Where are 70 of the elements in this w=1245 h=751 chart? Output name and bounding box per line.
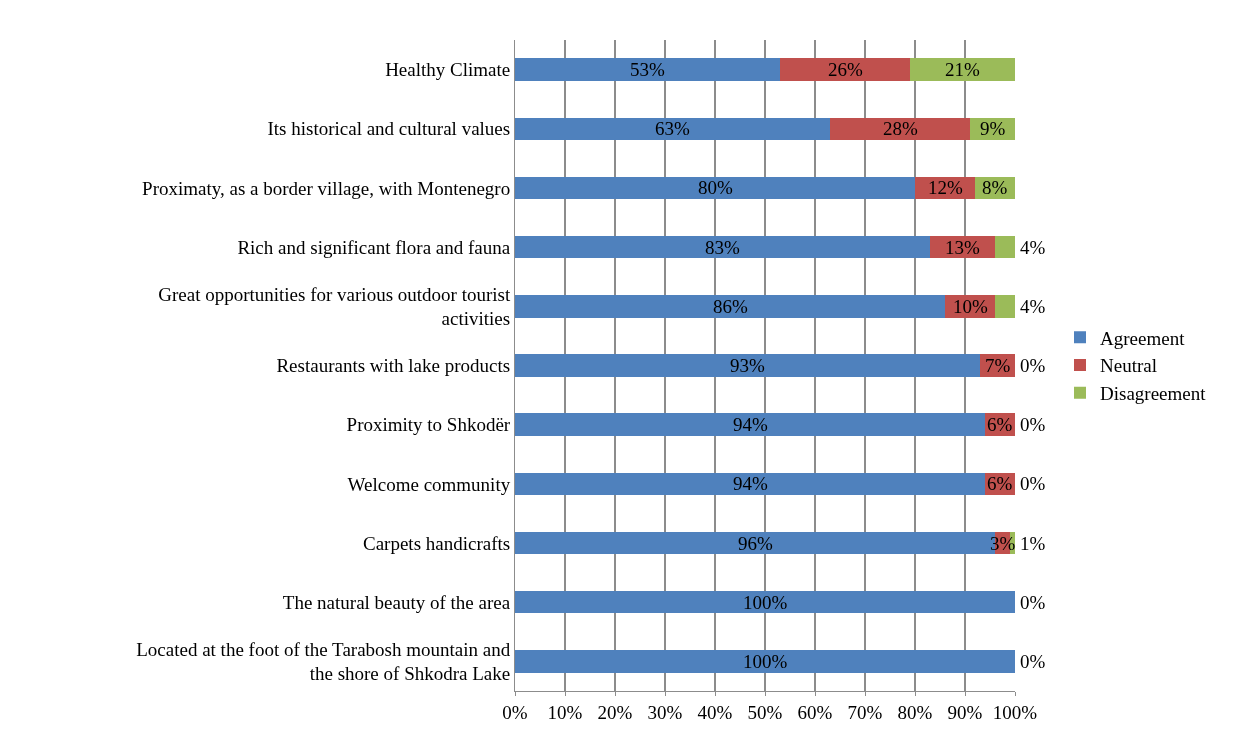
bar bbox=[515, 176, 915, 200]
data-label: 21% bbox=[945, 59, 980, 80]
bar bbox=[995, 295, 1015, 318]
y-tick-label: Its historical and cultural values bbox=[267, 118, 511, 140]
data-label: 9% bbox=[980, 118, 1006, 139]
data-label: 94% bbox=[733, 473, 768, 494]
x-tick-label: 50% bbox=[747, 701, 783, 723]
bar bbox=[515, 590, 1015, 614]
bar bbox=[515, 650, 1015, 673]
data-label: 53% bbox=[630, 59, 665, 80]
data-label: 86% bbox=[713, 296, 748, 317]
bar bbox=[830, 117, 970, 141]
bar bbox=[515, 235, 930, 259]
bar bbox=[910, 58, 1015, 81]
x-tick-label: 40% bbox=[697, 701, 733, 723]
y-tick-label: The natural beauty of the area bbox=[282, 591, 511, 613]
x-tick-label: 80% bbox=[897, 701, 933, 723]
bar bbox=[515, 354, 980, 377]
data-label: 12% bbox=[928, 177, 963, 198]
x-tick-label: 30% bbox=[647, 701, 683, 723]
x-tick-label: 90% bbox=[947, 701, 983, 723]
x-tick-label: 70% bbox=[847, 701, 883, 723]
bar bbox=[515, 58, 780, 81]
data-label: 93% bbox=[730, 355, 765, 376]
y-tick-label: Restaurants with lake products bbox=[276, 355, 511, 377]
data-label: 0% bbox=[1020, 414, 1046, 435]
bar bbox=[515, 295, 945, 318]
y-tick-label: Healthy Climate bbox=[385, 59, 511, 81]
data-label: 0% bbox=[1020, 592, 1046, 613]
legend-label: Neutral bbox=[1100, 355, 1157, 377]
data-label: 8% bbox=[982, 177, 1008, 198]
data-label: 80% bbox=[698, 177, 733, 198]
data-label: 4% bbox=[1020, 237, 1046, 258]
data-label: 63% bbox=[655, 118, 690, 139]
data-label: 4% bbox=[1020, 296, 1046, 317]
data-label: 13% bbox=[945, 237, 980, 258]
y-tick-label: Rich and significant flora and fauna bbox=[237, 236, 511, 258]
data-label: 0% bbox=[1020, 473, 1046, 494]
data-label: 1% bbox=[1020, 533, 1046, 554]
y-tick-label: Proximity to Shkodër bbox=[346, 414, 511, 436]
data-label: 100% bbox=[743, 592, 788, 613]
data-label: 0% bbox=[1020, 651, 1046, 672]
legend-label: Agreement bbox=[1100, 327, 1186, 349]
x-tick-label: 60% bbox=[797, 701, 833, 723]
legend-label: Disagreement bbox=[1100, 383, 1207, 405]
x-tick-label: 20% bbox=[597, 701, 633, 723]
data-label: 6% bbox=[987, 414, 1013, 435]
data-label: 26% bbox=[828, 59, 863, 80]
y-tick-label: Welcome community bbox=[347, 473, 511, 495]
x-tick-label: 10% bbox=[547, 701, 583, 723]
data-label: 7% bbox=[985, 355, 1011, 376]
y-tick-label: Located at the foot of the Tarabosh mountain and the shore of Shkodra Lake bbox=[136, 638, 511, 685]
bar bbox=[515, 117, 830, 141]
bar bbox=[780, 58, 910, 81]
x-tick-label: 100% bbox=[992, 701, 1038, 723]
x-tick-label: 0% bbox=[502, 701, 528, 723]
data-label: 0% bbox=[1020, 355, 1046, 376]
bar bbox=[515, 472, 985, 496]
y-tick-label: Great opportunities for various outdoor tourist activities bbox=[158, 283, 511, 330]
bar bbox=[515, 413, 985, 436]
data-label: 100% bbox=[743, 651, 788, 672]
y-tick-label: Carpets handicrafts bbox=[363, 532, 511, 554]
data-label: 94% bbox=[733, 414, 768, 435]
data-label: 28% bbox=[883, 118, 918, 139]
data-label: 83% bbox=[705, 237, 740, 258]
y-tick-label: Proximaty, as a border village, with Montenegro bbox=[142, 177, 511, 199]
bar bbox=[995, 235, 1015, 259]
data-label: 96% bbox=[738, 533, 773, 554]
data-label: 6% bbox=[987, 473, 1013, 494]
data-label: 10% bbox=[953, 296, 988, 317]
